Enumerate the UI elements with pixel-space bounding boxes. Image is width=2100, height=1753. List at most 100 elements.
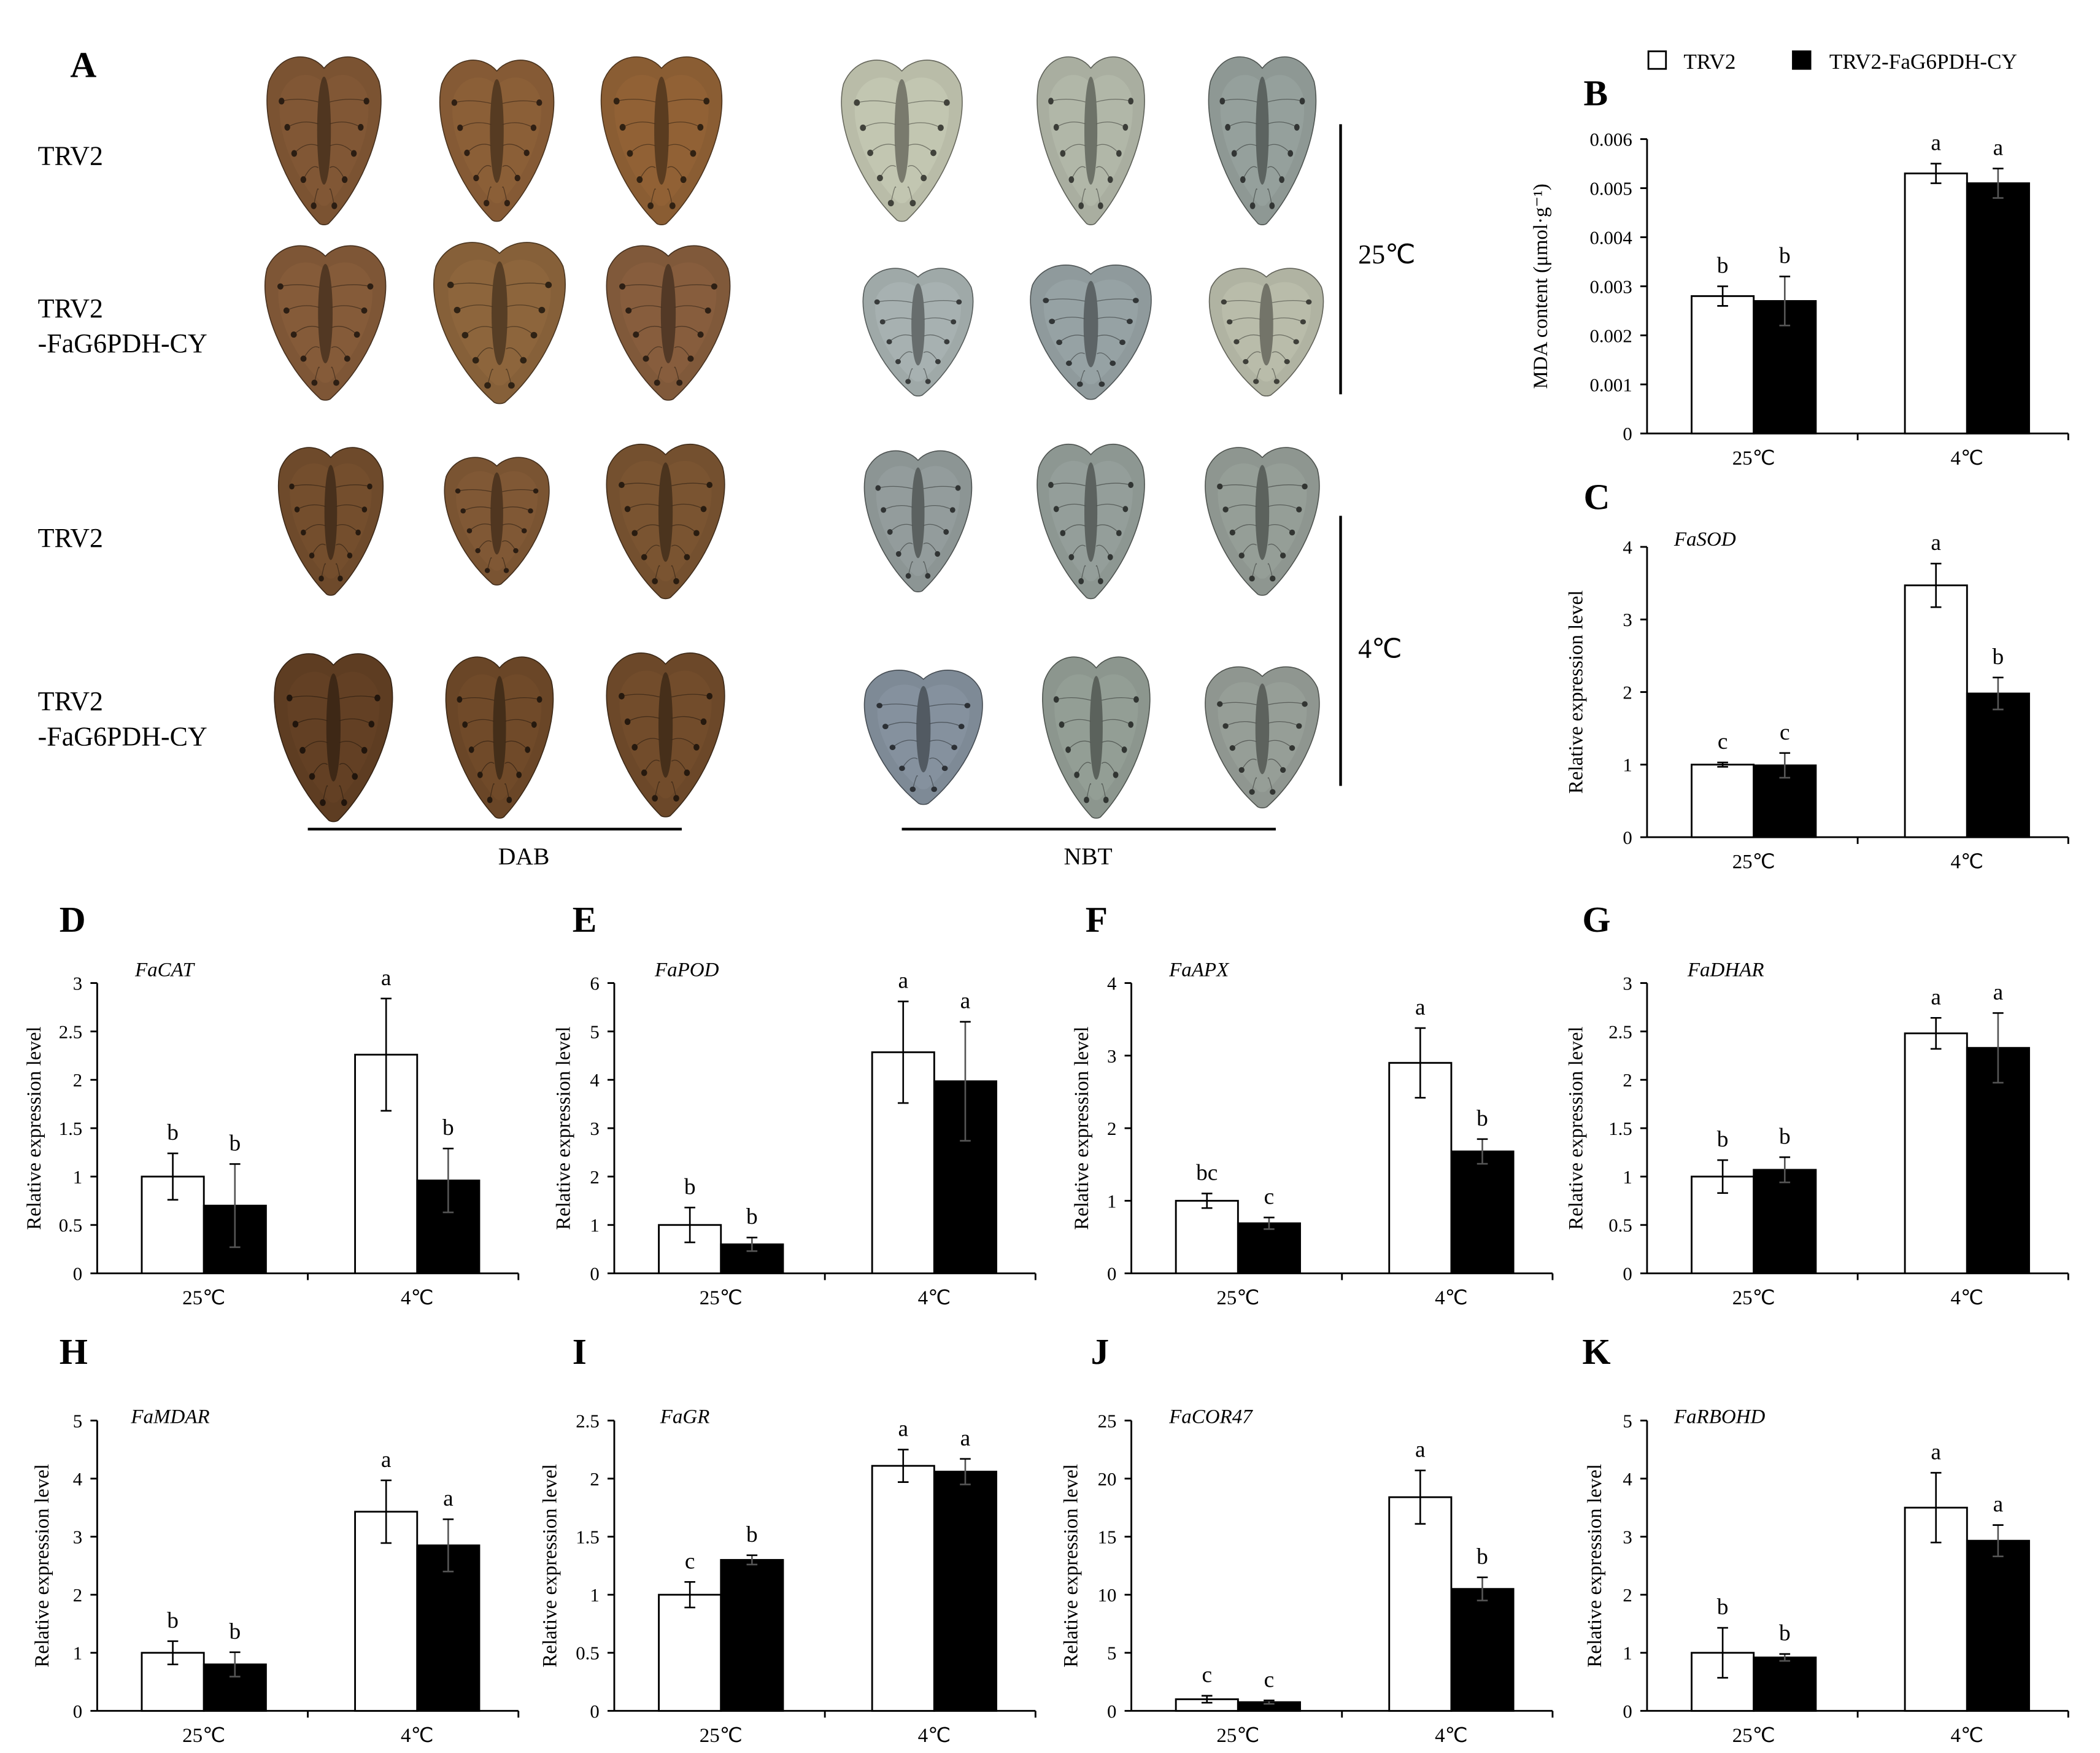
panel-label: F (1086, 899, 1108, 940)
fruit-core (1084, 462, 1098, 562)
achene-dot (1098, 381, 1105, 387)
dab-fruit-image (606, 444, 724, 599)
fruit-core (1084, 76, 1098, 185)
category-label: 4℃ (1951, 851, 1984, 873)
fruit-core (317, 76, 331, 185)
y-tick-label: 0.006 (1589, 130, 1632, 150)
achene-dot (368, 721, 375, 728)
achene-dot (508, 382, 515, 389)
fruit-shape (434, 242, 565, 404)
fruit-core (1256, 76, 1269, 185)
achene-dot (457, 124, 463, 131)
achene-dot (466, 528, 473, 533)
achene-dot (1249, 789, 1255, 795)
panel-label: I (573, 1331, 587, 1372)
achene-dot (538, 306, 546, 314)
chart-k: K FaRBOHD Relative expression level 0 1 2 3 4 5 2… (1582, 1331, 2069, 1747)
achene-dot (1113, 772, 1119, 778)
y-tick-label: 1.5 (59, 1118, 82, 1139)
achene-dot (944, 339, 950, 344)
chart-i: I FaGR Relative expression level 0 0.5 1 1.5 2 2… (539, 1331, 1036, 1747)
achene-dot (462, 721, 468, 728)
fruit-vein (1097, 299, 1135, 301)
fruit-vein (339, 696, 377, 698)
achene-dot (625, 307, 632, 314)
achene-dot (506, 796, 512, 803)
achene-dot (1249, 202, 1256, 209)
nbt-fruit-image (1205, 447, 1319, 595)
achene-dot (367, 283, 374, 290)
y-axis-label: Relative expression level (539, 1464, 561, 1668)
y-tick-label: 20 (1098, 1469, 1117, 1490)
achene-dot (633, 331, 639, 338)
significance-letter: a (1993, 136, 2004, 161)
achene-dot (1122, 506, 1129, 513)
panel-label: D (60, 899, 86, 940)
temperature-label-4c: 4℃ (1358, 633, 1402, 664)
achene-dot (958, 724, 965, 729)
category-label: 4℃ (918, 1287, 951, 1309)
achene-dot (477, 772, 483, 778)
achene-dot (1065, 360, 1072, 366)
achene-dot (333, 379, 339, 386)
nbt-fruit-image (1210, 268, 1324, 396)
achene-dot (631, 530, 638, 536)
y-axis-label: MDA content (μmol·g⁻¹) (1530, 184, 1552, 389)
achene-dot (523, 149, 530, 157)
bar-trv2-fag6pdh-cy (1966, 692, 2030, 838)
dab-fruit-image (601, 57, 722, 225)
achene-dot (318, 575, 324, 582)
achene-dot (921, 174, 927, 182)
bar-trv2 (354, 1511, 419, 1712)
nbt-fruit-image (1037, 444, 1145, 599)
achene-dot (647, 202, 654, 209)
achene-dot (277, 283, 284, 290)
y-tick-label: 3 (1623, 1527, 1632, 1548)
fruit-vein (929, 704, 967, 706)
fruit-vein (505, 698, 539, 700)
dab-fruit-image (267, 57, 381, 225)
achene-dot (504, 199, 511, 207)
y-axis-label: Relative expression level (1565, 590, 1587, 794)
fruit-core (492, 261, 508, 365)
achene-dot (320, 799, 326, 807)
fruit-core (658, 672, 673, 778)
fruit-shape (274, 654, 392, 822)
y-tick-label: 2 (590, 1469, 599, 1490)
achene-dot (1065, 746, 1071, 753)
achene-dot (930, 149, 936, 157)
chart-j: J FaCOR47 Relative expression level 0 5 10 15 2… (1060, 1331, 1554, 1747)
panel-label: E (573, 899, 597, 940)
fruit-vein (454, 101, 491, 103)
fruit-core (654, 76, 669, 185)
achene-dot (1097, 578, 1103, 584)
nbt-fruit-image (1043, 657, 1150, 818)
significance-letter: a (960, 1426, 971, 1451)
panel-label: G (1582, 899, 1610, 940)
achene-dot (1078, 578, 1084, 584)
y-tick-label: 5 (1623, 1411, 1632, 1431)
nbt-fruit-image (865, 670, 982, 805)
achene-dot (643, 355, 649, 362)
achene-dot (631, 744, 638, 751)
fruit-vein (1051, 99, 1085, 102)
achene-dot (1128, 98, 1134, 105)
achene-dot (1227, 319, 1233, 325)
achene-dot (484, 382, 491, 389)
gene-title: FaAPX (1168, 959, 1230, 981)
y-tick-label: 3 (1623, 609, 1632, 630)
y-tick-label: 10 (1098, 1585, 1117, 1606)
achene-dot (353, 331, 360, 338)
y-tick-label: 0 (1623, 424, 1632, 444)
fruit-shape (1205, 447, 1319, 595)
nbt-fruit-image (864, 451, 971, 592)
y-tick-label: 3 (73, 973, 82, 994)
achene-dot (536, 696, 542, 703)
achene-dot (1302, 701, 1308, 707)
achene-dot (341, 799, 347, 807)
y-tick-label: 1 (73, 1167, 82, 1188)
fruit-vein (878, 486, 913, 489)
achene-dot (937, 124, 944, 131)
achene-dot (1238, 767, 1245, 773)
y-tick-label: 2 (1623, 1585, 1632, 1606)
